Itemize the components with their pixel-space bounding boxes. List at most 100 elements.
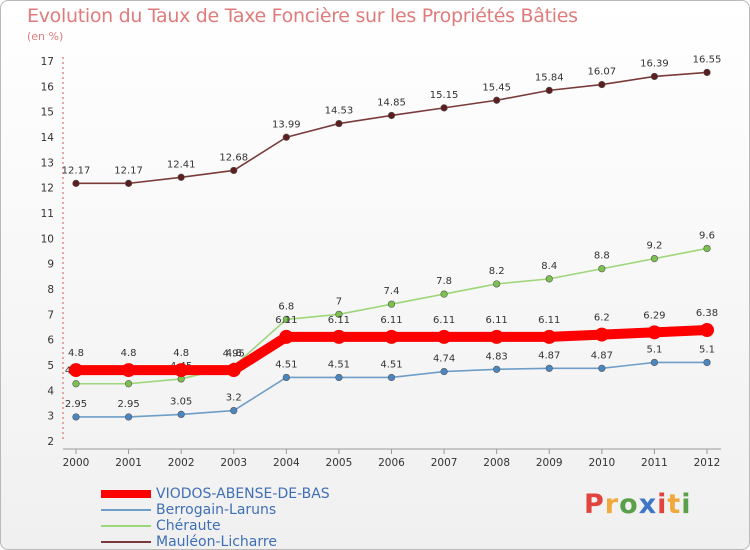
data-label: 16.07 — [588, 67, 617, 78]
data-label: 14.53 — [325, 106, 354, 117]
y-tick-label: 9 — [47, 259, 54, 271]
data-label: 6.8 — [278, 301, 294, 312]
data-point — [72, 179, 80, 187]
series-maul-on-licharre: 12.17 12.17 12.41 12.68 13.99 14.53 14.85 15.15… — [62, 54, 721, 187]
data-point — [440, 290, 448, 298]
data-label: 3.05 — [170, 396, 192, 407]
data-label: 5.1 — [646, 344, 662, 355]
data-label: 6.29 — [643, 310, 665, 321]
x-tick-label: 2006 — [378, 457, 405, 469]
data-point — [174, 363, 189, 378]
data-point — [440, 104, 448, 112]
data-label: 5.1 — [699, 344, 715, 355]
series-viodos-abense-de-bas: 4.8 4.8 4.8 4.8 6.11 6.11 6.11 6.11 6.11 6.11 6.2 6… — [68, 308, 718, 378]
data-point — [69, 363, 83, 378]
data-point — [598, 80, 606, 89]
data-label: 7 — [336, 296, 342, 307]
data-point — [387, 373, 396, 382]
data-point — [335, 373, 343, 382]
logo-letter: i — [681, 489, 692, 520]
x-tick-label: 2010 — [588, 457, 615, 469]
x-tick-label: 2003 — [220, 457, 247, 469]
data-label: 6.11 — [275, 315, 297, 326]
data-point — [594, 327, 609, 342]
data-point — [545, 86, 553, 94]
legend-swatch — [101, 490, 151, 498]
y-tick-label: 4 — [47, 385, 54, 397]
legend-label: Mauléon-Licharre — [156, 534, 277, 550]
y-tick-label: 10 — [41, 233, 54, 245]
legend-swatch — [101, 541, 151, 543]
data-label: 6.11 — [380, 315, 402, 326]
data-label: 7.8 — [436, 276, 452, 287]
data-label: 6.38 — [696, 308, 718, 319]
y-tick-label: 7 — [47, 309, 54, 321]
x-tick-label: 2011 — [641, 457, 668, 469]
data-point — [703, 68, 711, 76]
data-point — [177, 173, 185, 181]
y-tick-label: 15 — [41, 107, 54, 119]
data-point — [703, 244, 711, 253]
data-label: 9.2 — [646, 241, 662, 252]
data-point — [282, 133, 290, 141]
data-label: 4.51 — [380, 359, 402, 370]
data-point — [124, 413, 133, 421]
data-label: 3.2 — [226, 393, 242, 404]
legend-label: Chéraute — [156, 518, 221, 534]
legend-swatch — [101, 525, 151, 527]
y-tick-label: 5 — [47, 360, 54, 372]
data-point — [440, 367, 448, 376]
data-label: 12.17 — [62, 165, 91, 176]
data-point — [72, 380, 80, 388]
data-label: 16.39 — [640, 58, 669, 69]
data-point — [700, 323, 714, 338]
data-label: 6.11 — [538, 315, 560, 326]
data-point — [647, 325, 662, 340]
data-label: 4.95 — [223, 348, 245, 359]
data-point — [124, 179, 133, 187]
data-point — [384, 329, 399, 344]
data-label: 4.8 — [173, 348, 189, 359]
data-point — [493, 96, 501, 104]
data-point — [72, 413, 80, 421]
data-point — [598, 265, 606, 273]
data-label: 15.15 — [430, 90, 459, 101]
data-point — [545, 364, 553, 372]
data-label: 6.11 — [486, 315, 508, 326]
logo-letter: i — [657, 489, 668, 520]
data-point — [650, 358, 659, 367]
y-tick-label: 3 — [47, 411, 54, 423]
chart-unit: (en %) — [27, 30, 64, 43]
data-label: 12.68 — [219, 152, 248, 163]
data-label: 2.95 — [65, 399, 87, 410]
data-point — [542, 329, 557, 344]
y-tick-label: 17 — [41, 56, 54, 68]
data-point — [650, 72, 659, 81]
data-label: 13.99 — [272, 119, 301, 130]
y-tick-label: 13 — [41, 157, 54, 169]
data-point — [545, 275, 553, 283]
logo-letter: o — [619, 489, 639, 520]
data-label: 4.8 — [68, 348, 84, 359]
data-point — [282, 373, 290, 382]
data-label: 4.87 — [538, 350, 560, 361]
data-point — [493, 280, 501, 288]
x-tick-label: 2000 — [63, 457, 90, 469]
data-point — [489, 329, 504, 344]
y-tick-label: 12 — [41, 183, 54, 195]
data-point — [650, 255, 659, 263]
data-point — [335, 119, 343, 128]
series-berrogain-laruns: 2.95 2.95 3.05 3.2 4.51 4.51 4.51 4.74 4.83 4.87 4… — [65, 344, 715, 421]
x-tick-label: 2001 — [115, 457, 142, 469]
data-point — [121, 363, 136, 378]
y-tick-label: 8 — [47, 284, 54, 296]
x-tick-label: 2009 — [536, 457, 563, 469]
data-point — [226, 363, 241, 378]
data-label: 15.84 — [535, 72, 564, 83]
data-point — [279, 329, 294, 344]
data-point — [230, 166, 238, 175]
data-point — [387, 111, 396, 120]
data-point — [598, 364, 606, 372]
